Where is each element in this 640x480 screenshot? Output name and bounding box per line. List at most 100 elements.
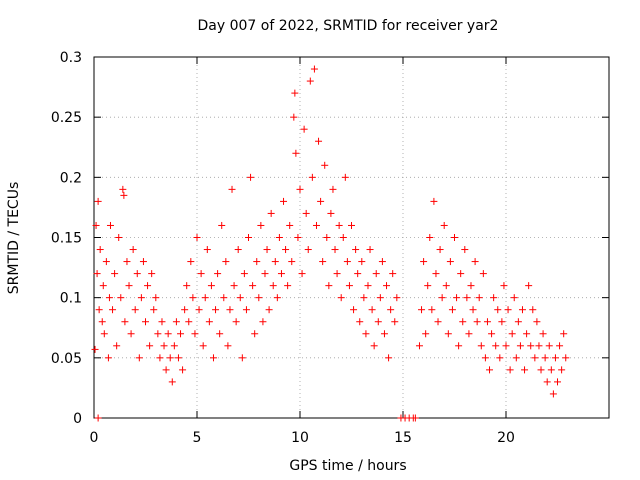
- data-point: [317, 197, 325, 205]
- data-point: [170, 342, 178, 350]
- data-point: [486, 366, 494, 374]
- data-point: [490, 294, 498, 302]
- data-point: [411, 414, 419, 422]
- data-point: [105, 294, 113, 302]
- data-point: [529, 306, 537, 314]
- data-point: [465, 330, 473, 338]
- data-point: [249, 282, 257, 290]
- data-point: [461, 246, 469, 254]
- x-tick-label: 15: [394, 430, 412, 446]
- data-point: [306, 77, 314, 85]
- data-point: [376, 294, 384, 302]
- y-tick-label: 0.1: [60, 291, 82, 307]
- data-point: [521, 366, 529, 374]
- data-point: [333, 270, 341, 278]
- data-point: [195, 306, 203, 314]
- data-point: [350, 306, 358, 314]
- data-point: [220, 294, 228, 302]
- data-point: [236, 294, 244, 302]
- data-point: [224, 342, 232, 350]
- data-point: [549, 390, 557, 398]
- data-point: [393, 294, 401, 302]
- data-point: [247, 173, 255, 181]
- data-point: [191, 330, 199, 338]
- data-point: [448, 306, 456, 314]
- data-point: [457, 270, 465, 278]
- data-point: [255, 294, 263, 302]
- data-point: [234, 246, 242, 254]
- data-point: [315, 137, 323, 145]
- data-point: [115, 234, 123, 241]
- x-tick-label: 10: [291, 430, 309, 446]
- data-point: [94, 197, 102, 205]
- data-point: [539, 330, 547, 338]
- data-point: [203, 246, 211, 254]
- data-point: [216, 330, 224, 338]
- data-point: [518, 306, 526, 314]
- data-point: [232, 318, 240, 326]
- data-point: [506, 366, 514, 374]
- data-point: [366, 246, 374, 254]
- x-tick-label: 20: [497, 430, 515, 446]
- data-point: [496, 354, 504, 362]
- data-point: [98, 318, 106, 326]
- data-point: [455, 342, 463, 350]
- data-point: [228, 185, 236, 193]
- data-point: [253, 258, 261, 266]
- data-point: [131, 306, 139, 314]
- data-point: [238, 354, 246, 362]
- data-point: [481, 354, 489, 362]
- data-point: [422, 330, 430, 338]
- data-point: [154, 330, 162, 338]
- data-point: [319, 258, 327, 266]
- data-point: [385, 354, 393, 362]
- data-point: [372, 270, 380, 278]
- data-point: [183, 282, 191, 290]
- data-point: [245, 234, 252, 241]
- data-point: [446, 258, 454, 266]
- data-point: [273, 294, 281, 302]
- data-point: [265, 306, 273, 314]
- data-point: [267, 209, 275, 217]
- data-point: [146, 342, 154, 350]
- data-point: [150, 306, 158, 314]
- data-point: [296, 185, 304, 193]
- data-point: [541, 354, 549, 362]
- data-point: [459, 318, 467, 326]
- data-point: [148, 270, 156, 278]
- data-point: [214, 270, 222, 278]
- chart-title: Day 007 of 2022, SRMTID for receiver yar…: [198, 18, 499, 34]
- data-point: [158, 318, 166, 326]
- data-point: [525, 282, 533, 290]
- data-point: [426, 234, 434, 241]
- data-point: [543, 378, 551, 386]
- data-point: [444, 330, 452, 338]
- data-point: [185, 318, 193, 326]
- data-point: [535, 342, 543, 350]
- data-point: [512, 354, 520, 362]
- x-tick-label: 5: [193, 430, 202, 446]
- data-point: [94, 414, 102, 422]
- data-point: [222, 258, 230, 266]
- data-point: [378, 258, 386, 266]
- data-point: [415, 342, 423, 350]
- x-axis-tick-labels: 0 5 10 15 20: [90, 430, 515, 446]
- data-point: [545, 342, 553, 350]
- data-point: [292, 149, 300, 157]
- data-point: [321, 161, 329, 169]
- data-point: [156, 354, 164, 362]
- data-point: [418, 306, 426, 314]
- data-point: [430, 197, 438, 205]
- data-point: [473, 318, 481, 326]
- data-point: [164, 330, 172, 338]
- data-point: [358, 258, 366, 266]
- data-point: [286, 221, 294, 229]
- data-point: [531, 354, 539, 362]
- x-axis-label: GPS time / hours: [289, 458, 406, 474]
- data-point: [337, 294, 345, 302]
- plot-frame: [93, 56, 610, 419]
- data-point: [263, 246, 271, 254]
- data-point: [189, 294, 197, 302]
- data-point: [502, 342, 510, 350]
